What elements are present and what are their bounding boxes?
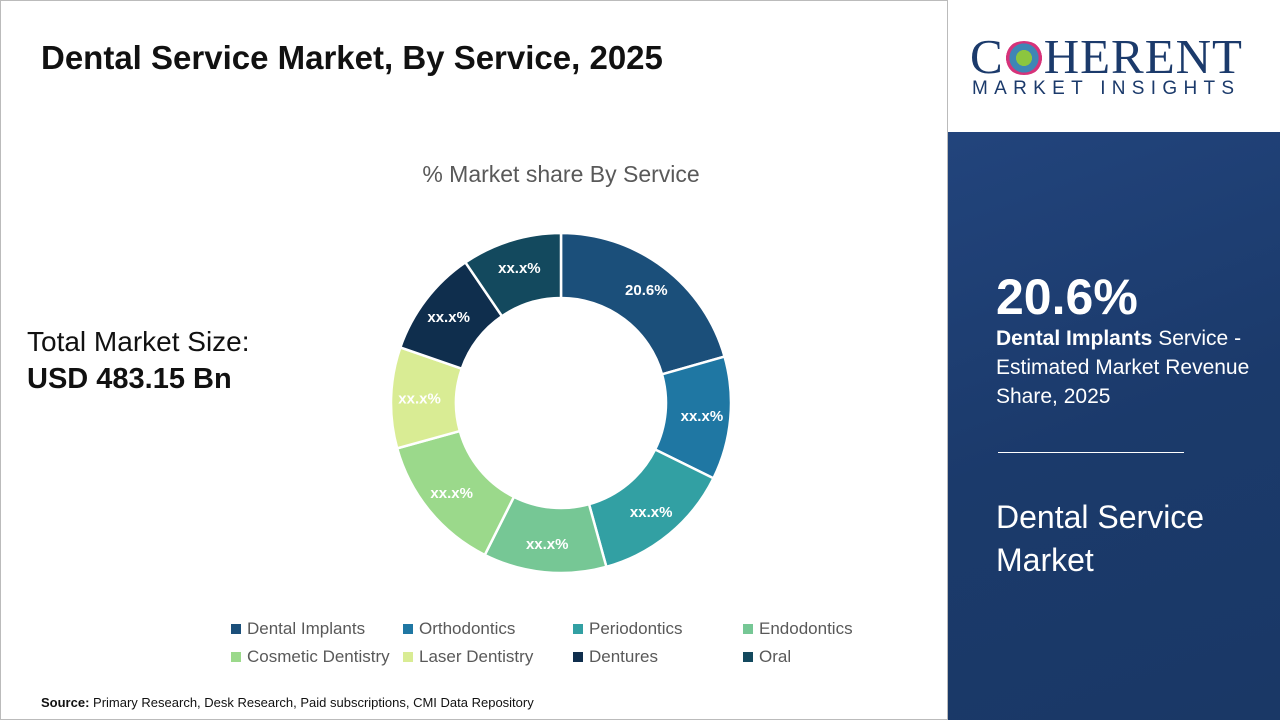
logo-tagline: MARKET INSIGHTS [972,78,1241,99]
divider [998,452,1184,453]
market-name: Dental Service Market [996,499,1205,578]
legend-label: Oral [759,647,792,666]
legend-swatch [743,652,753,662]
donut-slice-dental-implants [559,231,727,376]
data-label: xx.x% [427,309,470,326]
legend-label: Dental Implants [247,619,366,638]
legend-swatch [231,624,241,634]
legend-item: Cosmetic Dentistry [231,647,403,667]
legend-swatch [403,652,413,662]
legend-item: Oral [743,647,873,667]
donut-chart: 20.6% xx.x% xx.x% xx.x% xx.x% xx.x% xx.x% xx.x% [389,231,733,575]
logo: C HERENT MARKET INSIGHTS [948,0,1280,132]
legend-item: Dental Implants [231,619,403,639]
legend-item: Orthodontics [403,619,573,639]
legend-label: Cosmetic Dentistry [247,647,390,666]
highlight-description: Dental Implants Service - Estimated Mark… [996,324,1266,411]
chart-title: % Market share By Service [422,161,700,187]
logo-wordmark: C HERENT [970,29,1243,84]
highlight-segment: Dental Implants [996,327,1153,350]
total-market-label: Total Market Size: [27,326,250,357]
data-label: 20.6% [625,282,668,299]
data-label: xx.x% [430,485,473,502]
legend-item: Endodontics [743,619,873,639]
legend-label: Periodontics [589,619,683,638]
data-label: xx.x% [498,260,541,277]
total-market-value: USD 483.15 Bn [27,363,232,395]
data-label: xx.x% [681,408,724,425]
data-label: xx.x% [398,391,441,408]
side-panel: C HERENT MARKET INSIGHTS 20.6% Dental Imp… [948,0,1280,720]
legend-item: Periodontics [573,619,743,639]
legend-swatch [573,652,583,662]
legend-item: Laser Dentistry [403,647,573,667]
chart-area: Dental Service Market, By Service, 2025 … [0,0,948,720]
data-label: xx.x% [526,536,569,553]
page-title: Dental Service Market, By Service, 2025 [41,39,663,76]
legend-label: Laser Dentistry [419,647,534,666]
legend-swatch [231,652,241,662]
legend-swatch [743,624,753,634]
donut-slice-oral [463,231,563,318]
highlight-panel: 20.6% Dental Implants Service - Estimate… [948,132,1280,720]
source-text: Primary Research, Desk Research, Paid su… [89,695,534,710]
highlight-text: Service - Estimated Market Revenue Share… [996,327,1250,408]
source-note: Source: Primary Research, Desk Research,… [41,695,534,710]
legend-swatch [403,624,413,634]
legend-swatch [573,624,583,634]
legend: Dental Implants Orthodontics Periodontics E… [231,619,871,667]
legend-label: Orthodontics [419,619,516,638]
legend-label: Dentures [589,647,658,666]
highlight-value: 20.6% [996,269,1138,325]
legend-item: Dentures [573,647,743,667]
data-label: xx.x% [630,504,673,521]
legend-label: Endodontics [759,619,853,638]
source-label: Source: [41,695,90,710]
